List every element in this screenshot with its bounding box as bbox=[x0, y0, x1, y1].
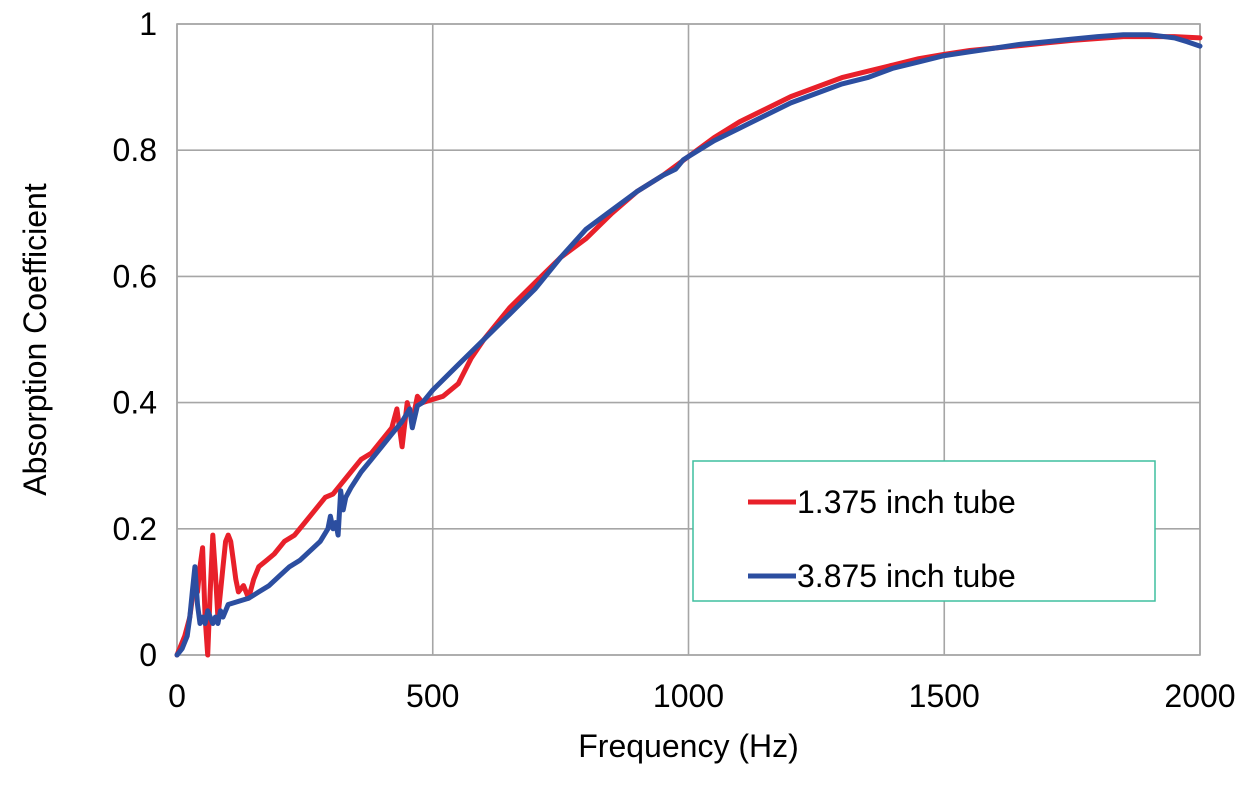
x-tick-labels: 0 500 1000 1500 2000 bbox=[168, 678, 1235, 714]
series-line-1 bbox=[174, 32, 1203, 658]
plot-frame bbox=[176, 23, 1201, 656]
y-tick-label-4: 0.8 bbox=[113, 132, 157, 168]
legend-label-0: 1.375 inch tube bbox=[797, 484, 1016, 520]
y-axis-title: Absorption Coefficient bbox=[17, 183, 53, 496]
x-axis-title: Frequency (Hz) bbox=[578, 728, 799, 764]
y-tick-label-0: 0 bbox=[139, 637, 157, 673]
y-tick-labels: 0 0.2 0.4 0.6 0.8 1 bbox=[113, 6, 157, 673]
y-tick-label-5: 1 bbox=[139, 6, 157, 42]
y-tick-label-3: 0.6 bbox=[113, 258, 157, 294]
x-tick-label-1: 500 bbox=[406, 678, 459, 714]
series-group bbox=[174, 32, 1203, 658]
y-tick-label-2: 0.4 bbox=[113, 385, 157, 421]
y-tick-label-1: 0.2 bbox=[113, 511, 157, 547]
x-tick-label-2: 1000 bbox=[653, 678, 724, 714]
series-line-0 bbox=[174, 34, 1203, 658]
legend-label-1: 3.875 inch tube bbox=[797, 558, 1016, 594]
legend: 1.375 inch tube 3.875 inch tube bbox=[692, 460, 1156, 602]
x-tick-label-4: 2000 bbox=[1164, 678, 1235, 714]
x-tick-label-0: 0 bbox=[168, 678, 186, 714]
x-tick-label-3: 1500 bbox=[909, 678, 980, 714]
